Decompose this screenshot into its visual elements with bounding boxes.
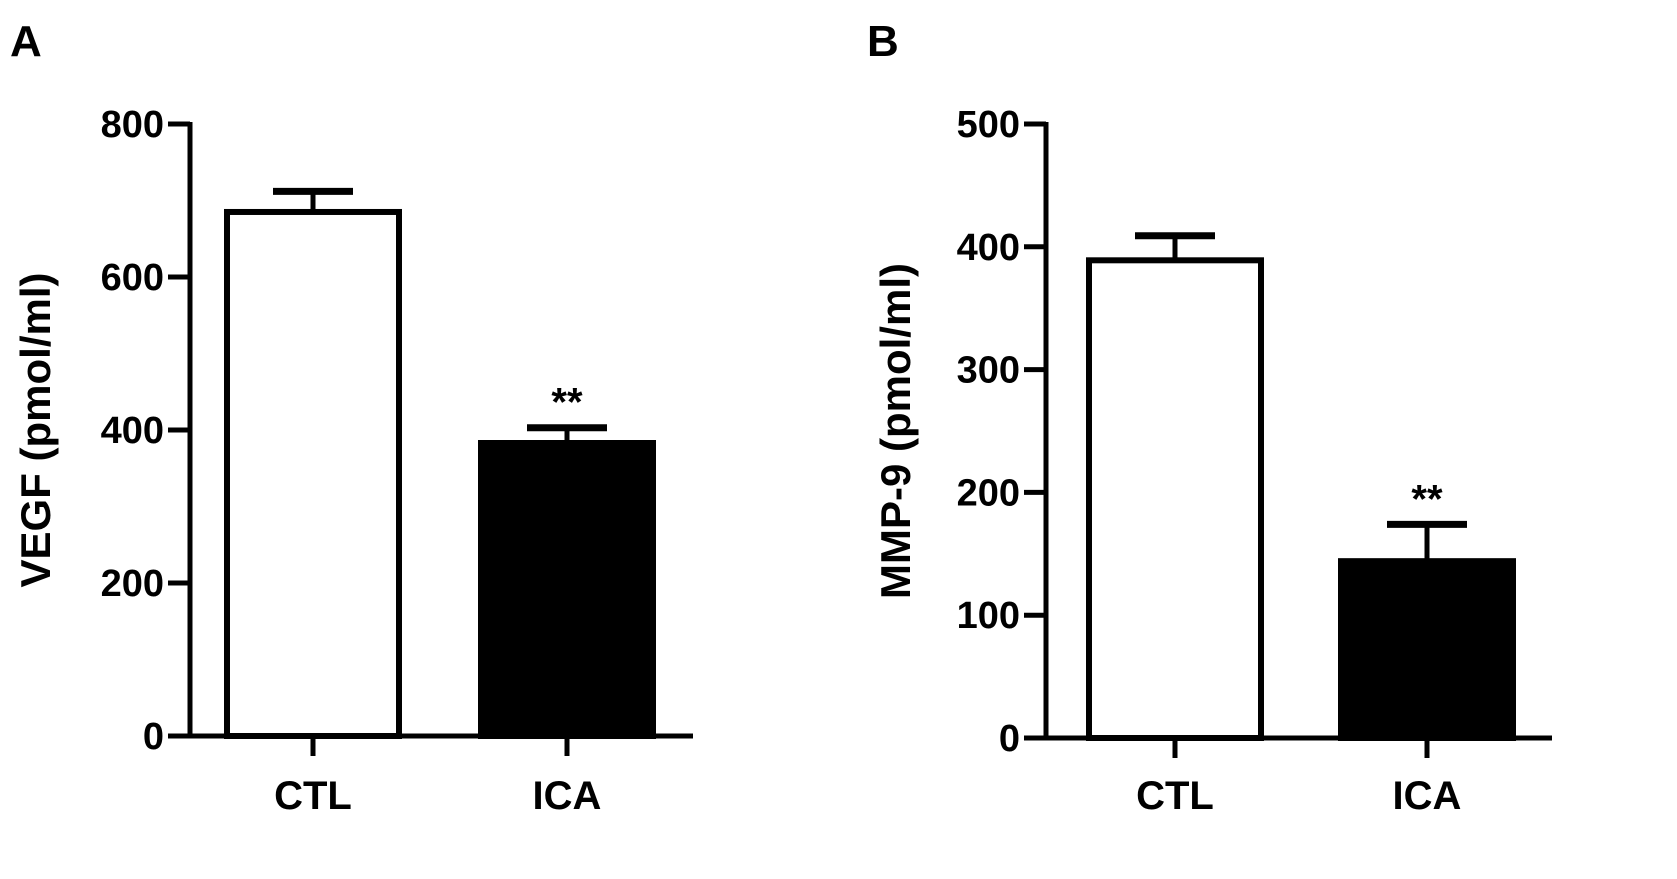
y-tick-label: 400 (957, 227, 1020, 269)
significance-marker: ** (551, 381, 583, 425)
x-tick-label: CTL (1136, 774, 1214, 818)
bar-ctl (1086, 257, 1264, 741)
panel-letter: A (10, 17, 42, 66)
y-axis-label: MMP-9 (pmol/ml) (872, 263, 919, 599)
y-tick-label: 100 (957, 595, 1020, 637)
y-tick-label: 500 (957, 104, 1020, 146)
significance-marker: ** (1411, 477, 1443, 521)
y-tick-label: 200 (101, 563, 164, 605)
panel-a: A 0 200 400 600 800 VEGF (pmol/ml) CTL ICA ** (10, 17, 693, 818)
bar-ica (1338, 558, 1516, 742)
y-tick-label: 300 (957, 350, 1020, 392)
bar-ica (478, 440, 656, 739)
panel-b: B 0 100 200 300 400 500 MMP-9 (pmol/ml) CTL ICA ** (867, 17, 1552, 818)
panel-letter: B (867, 17, 899, 66)
y-tick-label: 0 (143, 716, 164, 758)
y-tick-label: 400 (101, 410, 164, 452)
y-tick-label: 600 (101, 257, 164, 299)
y-tick-label: 200 (957, 472, 1020, 514)
x-tick-label: CTL (274, 774, 352, 818)
y-axis-label: VEGF (pmol/ml) (12, 273, 59, 588)
x-tick-label: ICA (1393, 774, 1462, 818)
x-tick-label: ICA (533, 774, 602, 818)
bar-ctl (224, 208, 402, 740)
y-tick-label: 800 (101, 104, 164, 146)
y-tick-label: 0 (999, 718, 1020, 760)
